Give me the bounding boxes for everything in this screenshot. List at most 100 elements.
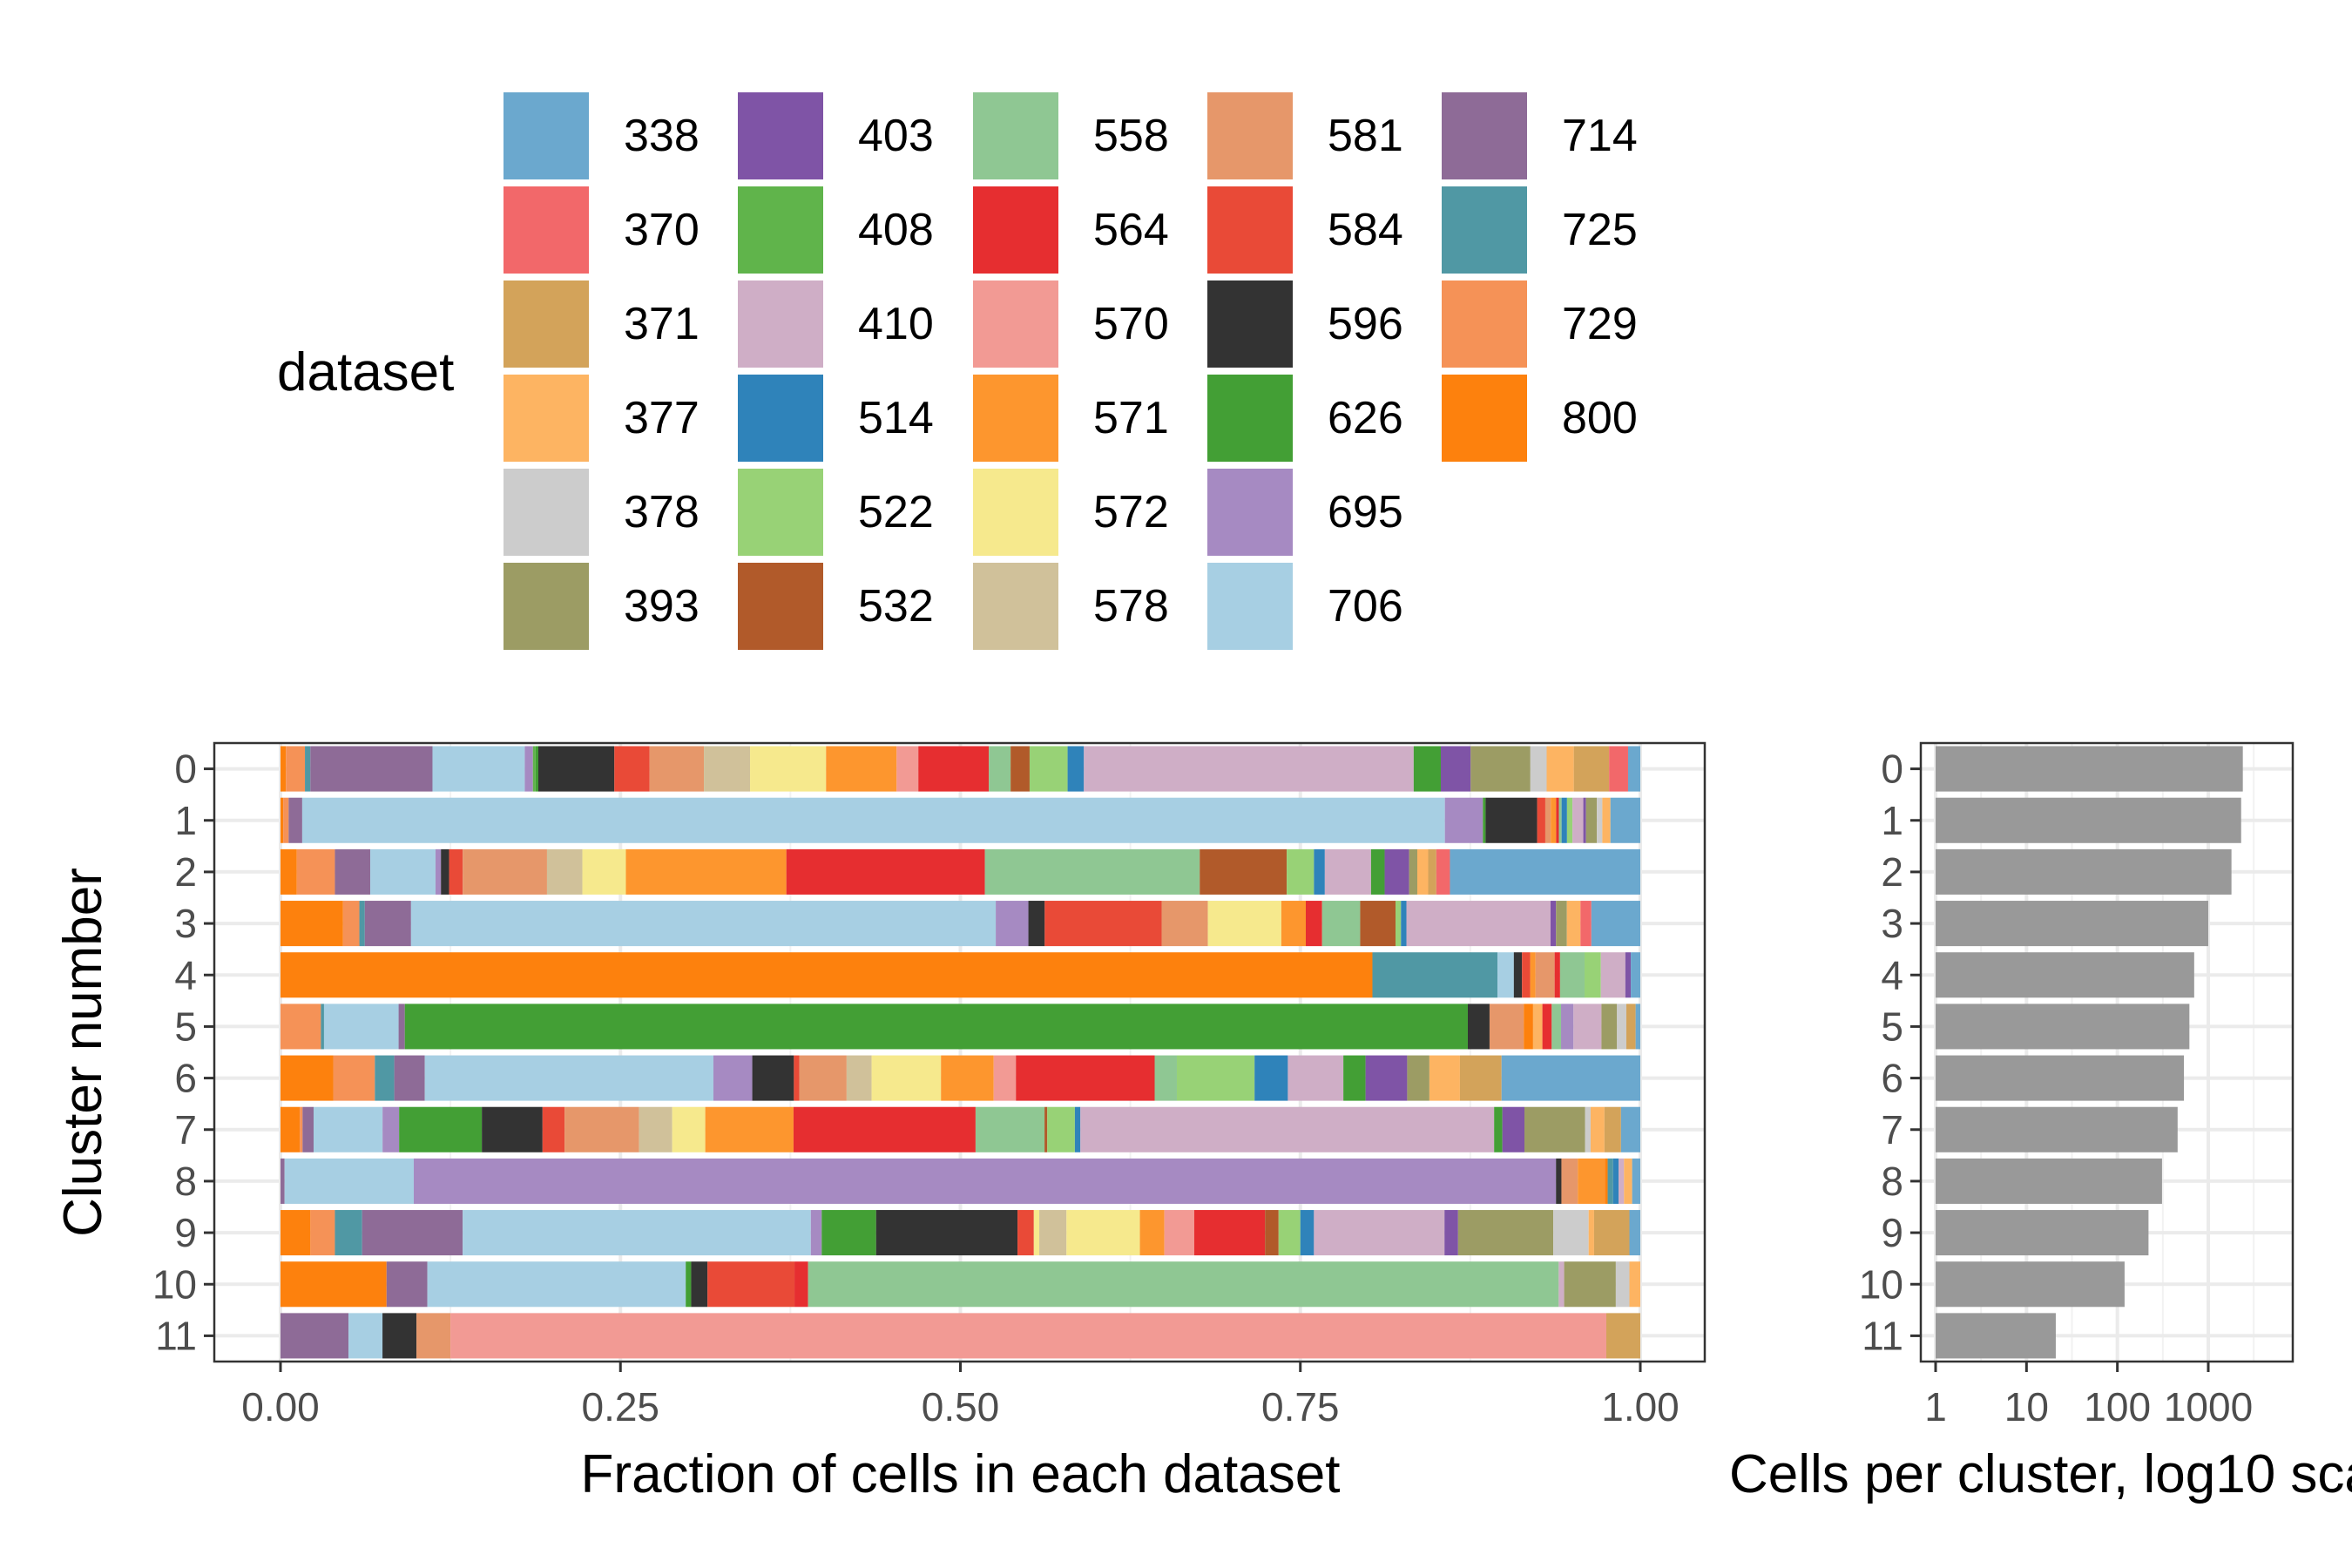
bar-segment-cluster-11-dataset-596	[382, 1313, 417, 1359]
bar-segment-cluster-2-dataset-706	[370, 848, 436, 895]
bar-segment-cluster-3-dataset-370	[1580, 901, 1592, 947]
bar-segment-cluster-8-dataset-714	[280, 1158, 285, 1204]
bar-segment-cluster-3-dataset-514	[1401, 901, 1407, 947]
bar-segment-cluster-0-dataset-558	[989, 746, 1011, 792]
fraction-panel: 0 1 2 3 4 5 6 7 8 9 10 11 0.00 0.25 0.50 0.75 1.00 Frac…	[53, 741, 1707, 1504]
legend-label-578: 578	[1093, 581, 1169, 632]
legend-label-714: 714	[1562, 111, 1638, 161]
y-tick-label-10: 10	[152, 1261, 197, 1307]
bar-segment-cluster-11-dataset-570	[450, 1313, 1606, 1359]
bar-segment-cluster-7-dataset-403	[1502, 1106, 1525, 1152]
bar-segment-cluster-7-dataset-584	[542, 1106, 565, 1152]
bar-segment-cluster-10-dataset-706	[427, 1261, 686, 1308]
bar-segment-cluster-4-dataset-564	[1554, 952, 1560, 998]
y-tick-label-9: 9	[1881, 1210, 1903, 1255]
bar-segment-cluster-0-dataset-596	[537, 746, 615, 792]
bar-segment-cluster-1-dataset-514	[1561, 797, 1567, 843]
fraction-y-axis-title: Cluster number	[53, 868, 113, 1237]
bar-segment-cluster-6-dataset-570	[993, 1055, 1017, 1101]
bar-segment-cluster-11-dataset-581	[416, 1313, 451, 1359]
legend-title: dataset	[277, 342, 454, 402]
bar-segment-cluster-0-dataset-371	[1573, 746, 1610, 792]
y-tick-label-6: 6	[174, 1056, 197, 1101]
bar-segment-cluster-0-dataset-408	[532, 746, 536, 792]
bar-segment-cluster-5-dataset-729	[280, 1004, 321, 1050]
cells-bar-cluster-0	[1936, 746, 2243, 792]
legend-label-378: 378	[624, 487, 700, 537]
bar-segment-cluster-7-dataset-596	[482, 1106, 543, 1152]
bar-segment-cluster-11-dataset-706	[348, 1313, 383, 1359]
cells-bar-cluster-9	[1936, 1210, 2149, 1256]
cells-bar-cluster-5	[1936, 1004, 2190, 1050]
bar-segment-cluster-3-dataset-584	[1044, 901, 1162, 947]
legend-label-522: 522	[858, 487, 934, 537]
bar-segment-cluster-9-dataset-514	[1300, 1210, 1315, 1256]
bar-segment-cluster-5-dataset-371	[1625, 1004, 1636, 1050]
bar-segment-cluster-0-dataset-403	[1440, 746, 1471, 792]
bar-segment-cluster-2-dataset-393	[1409, 848, 1417, 895]
bar-segment-cluster-8-dataset-695	[413, 1158, 1557, 1204]
bar-segment-cluster-9-dataset-729	[310, 1210, 335, 1256]
bar-segment-cluster-3-dataset-338	[1591, 901, 1640, 947]
x-tick-label: 0.75	[1261, 1384, 1340, 1429]
bar-segment-cluster-3-dataset-403	[1550, 901, 1557, 947]
cells-bar-cluster-7	[1936, 1106, 2178, 1152]
bar-segment-cluster-5-dataset-338	[1635, 1004, 1640, 1050]
bar-segment-cluster-1-dataset-596	[1485, 797, 1538, 843]
y-tick-label-0: 0	[174, 747, 197, 792]
bar-segment-cluster-1-dataset-706	[301, 797, 1445, 843]
legend-swatch-393	[504, 563, 589, 650]
bar-segment-cluster-5-dataset-714	[398, 1004, 405, 1050]
bar-segment-cluster-7-dataset-522	[1047, 1106, 1075, 1152]
fraction-y-ticks: 0 1 2 3 4 5 6 7 8 9 10 11	[152, 747, 214, 1358]
legend-swatch-800	[1442, 375, 1527, 462]
bar-segment-cluster-3-dataset-377	[1566, 901, 1581, 947]
bar-segment-cluster-4-dataset-558	[1559, 952, 1585, 998]
bar-segment-cluster-7-dataset-714	[302, 1106, 314, 1152]
bar-segment-cluster-3-dataset-393	[1556, 901, 1567, 947]
y-tick-label-4: 4	[174, 952, 197, 997]
bar-segment-cluster-10-dataset-378	[1615, 1261, 1630, 1308]
bar-segment-cluster-8-dataset-581	[1561, 1158, 1578, 1204]
fraction-x-axis-title: Fraction of cells in each dataset	[581, 1444, 1341, 1504]
bar-segment-cluster-9-dataset-378	[1553, 1210, 1589, 1256]
bar-segment-cluster-6-dataset-626	[1343, 1055, 1366, 1101]
fraction-stacked-bars	[280, 746, 1640, 1359]
bar-segment-cluster-5-dataset-377	[1532, 1004, 1543, 1050]
bar-segment-cluster-2-dataset-572	[582, 848, 626, 895]
bar-segment-cluster-0-dataset-338	[1627, 746, 1640, 792]
bar-segment-cluster-7-dataset-410	[1080, 1106, 1495, 1152]
bar-segment-cluster-2-dataset-370	[1436, 848, 1450, 895]
x-tick-label: 10	[2004, 1384, 2049, 1429]
bar-segment-cluster-2-dataset-558	[984, 848, 1200, 895]
bar-segment-cluster-1-dataset-584	[1537, 797, 1545, 843]
bar-segment-cluster-0-dataset-410	[1084, 746, 1414, 792]
bar-segment-cluster-2-dataset-800	[280, 848, 297, 895]
bar-segment-cluster-0-dataset-564	[918, 746, 990, 792]
bar-segment-cluster-2-dataset-532	[1200, 848, 1288, 895]
bar-segment-cluster-6-dataset-338	[1501, 1055, 1640, 1101]
x-tick-label: 0.50	[922, 1384, 1000, 1429]
bar-segment-cluster-4-dataset-800	[280, 952, 1373, 998]
legend-swatch-572	[973, 469, 1058, 556]
bar-segment-cluster-0-dataset-626	[1413, 746, 1441, 792]
bar-segment-cluster-3-dataset-706	[410, 901, 997, 947]
bar-segment-cluster-3-dataset-596	[1028, 901, 1045, 947]
y-tick-label-7: 7	[1881, 1107, 1903, 1152]
bar-segment-cluster-5-dataset-378	[1617, 1004, 1626, 1050]
legend-label-626: 626	[1328, 393, 1403, 443]
y-tick-label-2: 2	[1881, 849, 1903, 895]
bar-segment-cluster-1-dataset-338	[1610, 797, 1640, 843]
bar-segment-cluster-8-dataset-514	[1612, 1158, 1619, 1204]
bar-segment-cluster-6-dataset-571	[941, 1055, 994, 1101]
bar-segment-cluster-9-dataset-725	[335, 1210, 362, 1256]
bar-segment-cluster-4-dataset-338	[1631, 952, 1640, 998]
cells-bar-cluster-11	[1936, 1313, 2056, 1359]
bar-segment-cluster-8-dataset-377	[1624, 1158, 1632, 1204]
bar-segment-cluster-1-dataset-558	[1558, 797, 1562, 843]
bar-segment-cluster-6-dataset-522	[1176, 1055, 1255, 1101]
bar-segment-cluster-0-dataset-572	[750, 746, 827, 792]
bar-segment-cluster-0-dataset-626	[535, 746, 538, 792]
bar-segment-cluster-0-dataset-532	[1010, 746, 1030, 792]
bar-segment-cluster-8-dataset-800	[1605, 1158, 1608, 1204]
